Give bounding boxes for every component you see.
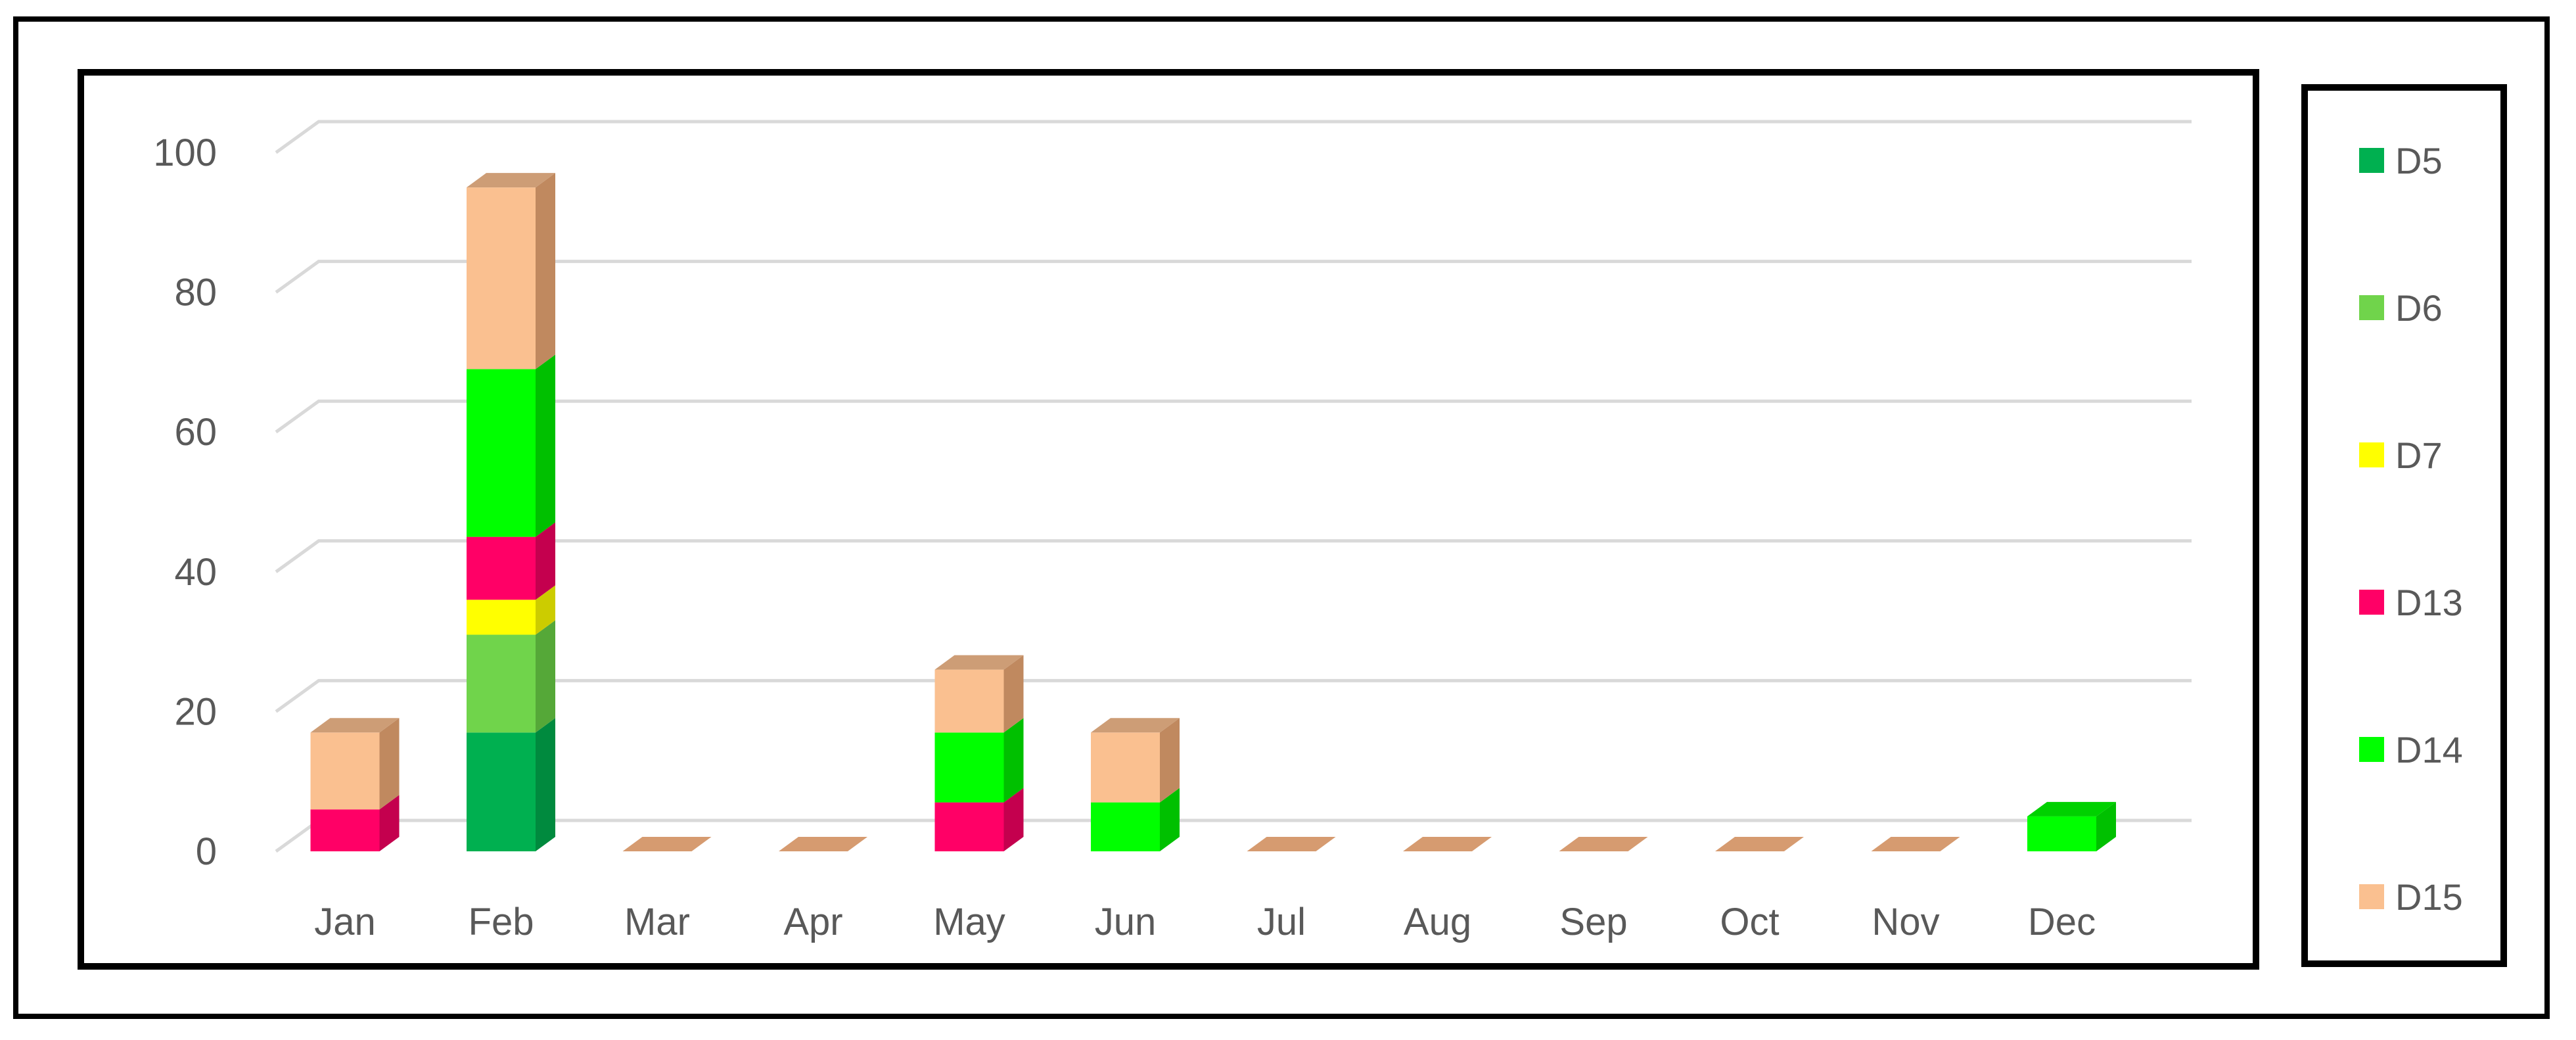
bar-segment-d15-feb — [467, 187, 536, 369]
x-tick-label: Feb — [469, 901, 534, 943]
legend-label-d5: D5 — [2395, 140, 2443, 181]
bar-side-d14-jun — [1160, 788, 1180, 851]
bar-segment-d15-may — [934, 669, 1004, 733]
bar-segment-d6-feb — [467, 634, 536, 733]
bar-side-d14-may — [1003, 718, 1024, 803]
bar-side-d13-jan — [379, 795, 400, 851]
bar-side-d15-feb — [536, 173, 555, 369]
x-tick-label: Mar — [624, 901, 690, 943]
gridline — [275, 539, 2192, 573]
legend-swatch-d5 — [2359, 148, 2384, 173]
x-tick-label: Jul — [1257, 901, 1306, 943]
bars — [310, 173, 2116, 851]
bar-top-aug — [1403, 837, 1492, 851]
x-tick-label: Aug — [1404, 901, 1471, 943]
x-tick-label: Jan — [314, 901, 376, 943]
bar-top-dec — [2027, 801, 2116, 816]
bar-segment-d14-jun — [1091, 802, 1160, 851]
plot-area-frame — [78, 69, 2259, 970]
bar-side-d15-may — [1003, 655, 1024, 733]
bar-top-may — [934, 655, 1024, 670]
bar-side-d13-feb — [536, 522, 555, 600]
bar-top-jun — [1091, 718, 1180, 733]
gridline — [275, 399, 2192, 434]
legend: D5 D6 D7 D13 D14 D15 — [2359, 140, 2463, 918]
bar-segment-d14-may — [934, 732, 1004, 803]
legend-swatch-d13 — [2359, 590, 2384, 615]
y-tick-label: 100 — [153, 131, 217, 174]
bar-top-oct — [1715, 837, 1804, 851]
x-tick-label: May — [933, 901, 1005, 943]
bar-top-nov — [1871, 837, 1960, 851]
legend-label-d6: D6 — [2395, 287, 2443, 329]
x-tick-label: Jun — [1095, 901, 1157, 943]
bar-segment-d13-may — [934, 802, 1004, 851]
bar-segment-d15-jun — [1091, 732, 1160, 803]
bar-top-jul — [1247, 837, 1336, 851]
legend-swatch-d7 — [2359, 442, 2384, 467]
legend-label-d15: D15 — [2395, 876, 2463, 918]
bar-side-d15-jun — [1160, 718, 1180, 803]
bar-segment-d14-feb — [467, 369, 536, 537]
x-axis-tick-labels: Jan Feb Mar Apr May Jun Jul Aug Sep Oct Nov Dec — [314, 901, 2096, 943]
gridline — [275, 120, 2192, 154]
y-tick-label: 0 — [196, 830, 217, 873]
bar-side-d5-feb — [536, 718, 555, 851]
legend-swatch-d14 — [2359, 737, 2384, 762]
legend-frame — [2301, 84, 2507, 967]
x-tick-label: Apr — [783, 901, 842, 943]
bar-top-mar — [622, 837, 712, 851]
bar-side-d13-may — [1003, 788, 1024, 851]
bar-segment-d13-jan — [310, 809, 380, 851]
y-tick-label: 60 — [174, 411, 217, 454]
x-tick-label: Oct — [1720, 901, 1779, 943]
bar-side-d14-feb — [536, 354, 555, 537]
bar-top-jan — [310, 718, 400, 733]
y-tick-label: 20 — [174, 690, 217, 733]
gridline — [275, 260, 2192, 294]
bar-segment-d14-dec — [2027, 816, 2096, 851]
bar-side-d15-jan — [379, 718, 400, 810]
bar-side-d14-dec — [2096, 801, 2116, 851]
bar-segment-d15-jan — [310, 732, 380, 810]
bar-segment-d7-feb — [467, 600, 536, 635]
legend-label-d7: D7 — [2395, 435, 2443, 476]
bar-top-feb — [467, 173, 555, 188]
y-axis-tick-labels: 0 20 40 60 80 100 — [153, 131, 217, 873]
legend-label-d14: D14 — [2395, 729, 2463, 770]
bar-segment-d5-feb — [467, 732, 536, 851]
bar-top-apr — [779, 837, 867, 851]
legend-swatch-d6 — [2359, 295, 2384, 320]
x-tick-label: Nov — [1872, 901, 1939, 943]
x-tick-label: Sep — [1559, 901, 1627, 943]
gridlines — [275, 120, 2192, 853]
chart-outer-frame — [13, 16, 2550, 1019]
y-tick-label: 80 — [174, 272, 217, 314]
x-tick-label: Dec — [2028, 901, 2096, 943]
legend-label-d13: D13 — [2395, 582, 2463, 623]
gridline — [275, 678, 2192, 713]
legend-swatch-d15 — [2359, 884, 2384, 909]
bar-segment-d13-feb — [467, 536, 536, 600]
bar-side-d6-feb — [536, 620, 555, 733]
bar-top-sep — [1559, 837, 1648, 851]
y-tick-label: 40 — [174, 551, 217, 594]
bar-side-d7-feb — [536, 585, 555, 635]
